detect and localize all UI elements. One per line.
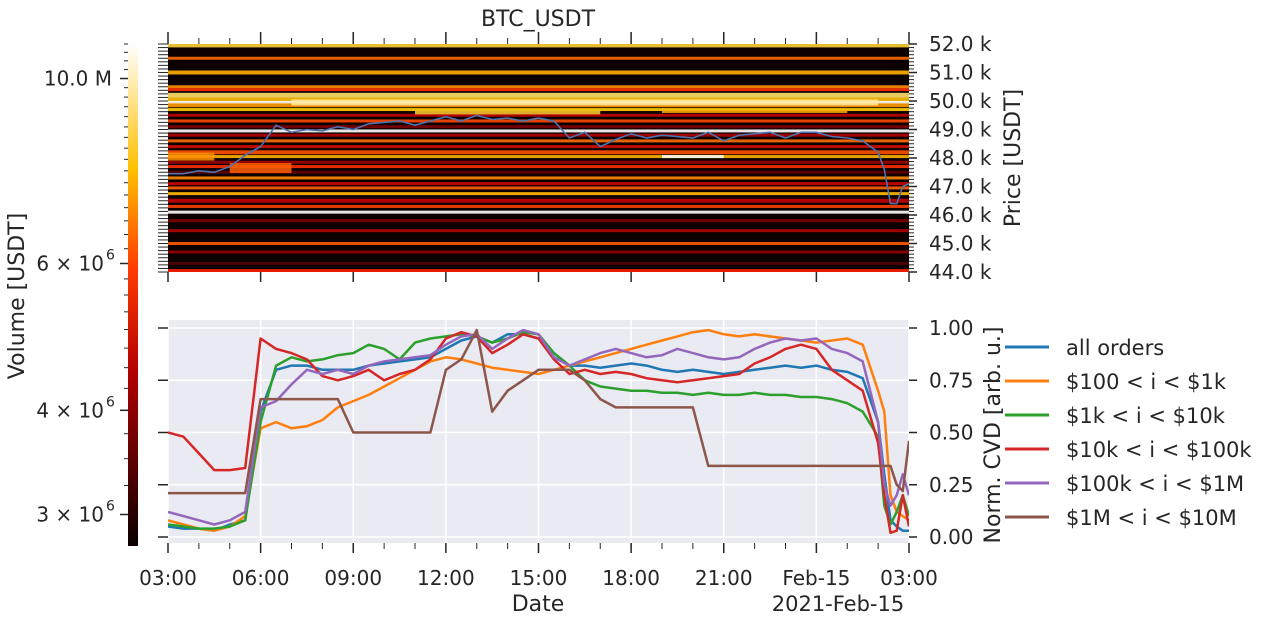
heatmap-band bbox=[168, 70, 909, 75]
heatmap-band bbox=[168, 192, 909, 196]
heatmap-band bbox=[168, 108, 909, 112]
heatmap-cluster bbox=[229, 162, 292, 173]
heatmap-band bbox=[168, 129, 909, 133]
x-tick-label: Feb-15 bbox=[782, 566, 850, 590]
heatmap-cluster bbox=[662, 155, 724, 159]
heatmap-band bbox=[168, 160, 909, 164]
heatmap-band bbox=[168, 219, 909, 223]
price-line bbox=[168, 114, 909, 205]
heatmap-band bbox=[168, 269, 909, 272]
colorbar-tick-exponent: 6 bbox=[106, 394, 115, 410]
price-tick-label: 47.0 k bbox=[929, 175, 992, 199]
heatmap-panel: 44.0 k 45.0 k 46.0 k 47.0 k 48.0 k 49.0 k 50.0… bbox=[158, 7, 1026, 284]
cvd-y-tick-label: 0.75 bbox=[929, 368, 974, 392]
colorbar: 10.0 M6 × 10 64 × 10 63 × 10 6 Volume [USDT… bbox=[5, 43, 138, 546]
cvd-series-line bbox=[168, 328, 909, 495]
price-tick-label: 48.0 k bbox=[929, 146, 992, 170]
price-tick-label: 45.0 k bbox=[929, 232, 992, 256]
price-tick-label: 44.0 k bbox=[929, 260, 992, 284]
heatmap-band bbox=[168, 119, 909, 123]
cvd-panel: 0.00 0.25 0.50 0.75 1.00 03:00 06:00 09:00 12:00… bbox=[139, 316, 1006, 617]
heatmap-band bbox=[168, 145, 909, 149]
heatmap-band bbox=[168, 210, 909, 214]
x-tick-label: 18:00 bbox=[602, 566, 660, 590]
colorbar-tick-exponent: 6 bbox=[106, 498, 115, 514]
heatmap-band bbox=[168, 242, 909, 245]
heatmap-band bbox=[168, 165, 909, 169]
heatmap-band bbox=[168, 155, 909, 159]
heatmap-band bbox=[168, 56, 909, 60]
heatmap-band bbox=[168, 139, 909, 143]
x-tick-label: 09:00 bbox=[324, 566, 382, 590]
legend: all orders $100 < i < $1k $1k < i < $10k $1… bbox=[1005, 336, 1252, 530]
legend-label: $100k < i < $1M bbox=[1066, 472, 1244, 496]
price-tick-label: 50.0 k bbox=[929, 89, 992, 113]
heatmap-band bbox=[168, 229, 909, 233]
price-tick-label: 49.0 k bbox=[929, 118, 992, 142]
colorbar-gradient bbox=[128, 44, 138, 546]
colorbar-tick-label: 4 × 10 bbox=[36, 398, 104, 422]
heatmap-band bbox=[168, 133, 909, 137]
legend-label: $1k < i < $10k bbox=[1066, 404, 1226, 428]
price-axis-label: Price [USDT] bbox=[1001, 89, 1026, 227]
heatmap-band bbox=[168, 186, 909, 190]
cvd-y-tick-label: 0.50 bbox=[929, 421, 974, 445]
heatmap-band bbox=[168, 88, 909, 92]
heatmap-band bbox=[168, 85, 909, 89]
heatmap-band bbox=[168, 204, 909, 208]
heatmap-band bbox=[168, 150, 909, 155]
heatmap-cluster bbox=[168, 152, 215, 161]
cvd-y-tick-label: 0.25 bbox=[929, 473, 974, 497]
x-tick-label: 03:00 bbox=[880, 566, 938, 590]
price-tick-label: 46.0 k bbox=[929, 203, 992, 227]
heatmap-title: BTC_USDT bbox=[481, 7, 596, 32]
x-tick-label: 03:00 bbox=[139, 566, 197, 590]
heatmap-band bbox=[168, 182, 909, 186]
heatmap-cluster bbox=[291, 99, 879, 106]
heatmap-band bbox=[168, 125, 909, 129]
heatmap-band bbox=[168, 261, 909, 265]
colorbar-tick-label: 10.0 M bbox=[44, 67, 112, 91]
cvd-series-line bbox=[168, 330, 909, 530]
heatmap-band bbox=[168, 113, 909, 117]
cvd-axis-label: Norm. CVD [arb. u.] bbox=[981, 327, 1006, 544]
legend-label: all orders bbox=[1066, 336, 1164, 360]
x-tick-label: 06:00 bbox=[232, 566, 290, 590]
colorbar-tick-label: 6 × 10 bbox=[36, 251, 104, 275]
cvd-y-tick-label: 0.00 bbox=[929, 525, 974, 549]
heatmap-cluster bbox=[662, 108, 848, 113]
x-offset-label: 2021-Feb-15 bbox=[772, 592, 905, 616]
x-tick-label: 12:00 bbox=[417, 566, 475, 590]
heatmap-band bbox=[168, 176, 909, 180]
price-tick-label: 52.0 k bbox=[929, 32, 992, 56]
legend-label: $100 < i < $1k bbox=[1066, 370, 1227, 394]
colorbar-label: Volume [USDT] bbox=[5, 213, 30, 379]
legend-label: $1M < i < $10M bbox=[1066, 506, 1237, 530]
heatmap-band bbox=[168, 170, 909, 174]
cvd-y-tick-label: 1.00 bbox=[929, 316, 974, 340]
heatmap-band bbox=[168, 250, 909, 254]
x-tick-label: 15:00 bbox=[510, 566, 568, 590]
cvd-series-line bbox=[168, 328, 909, 526]
price-tick-label: 51.0 k bbox=[929, 61, 992, 85]
colorbar-tick-label: 3 × 10 bbox=[36, 502, 104, 526]
heatmap-band bbox=[168, 44, 909, 48]
x-tick-label: 21:00 bbox=[695, 566, 753, 590]
heatmap-band bbox=[168, 198, 909, 203]
heatmap-cluster bbox=[415, 110, 601, 115]
x-axis-label: Date bbox=[512, 592, 565, 617]
legend-label: $10k < i < $100k bbox=[1066, 438, 1252, 462]
heatmap-band bbox=[168, 92, 909, 98]
cvd-series-line bbox=[168, 330, 909, 535]
colorbar-tick-exponent: 6 bbox=[106, 247, 115, 263]
